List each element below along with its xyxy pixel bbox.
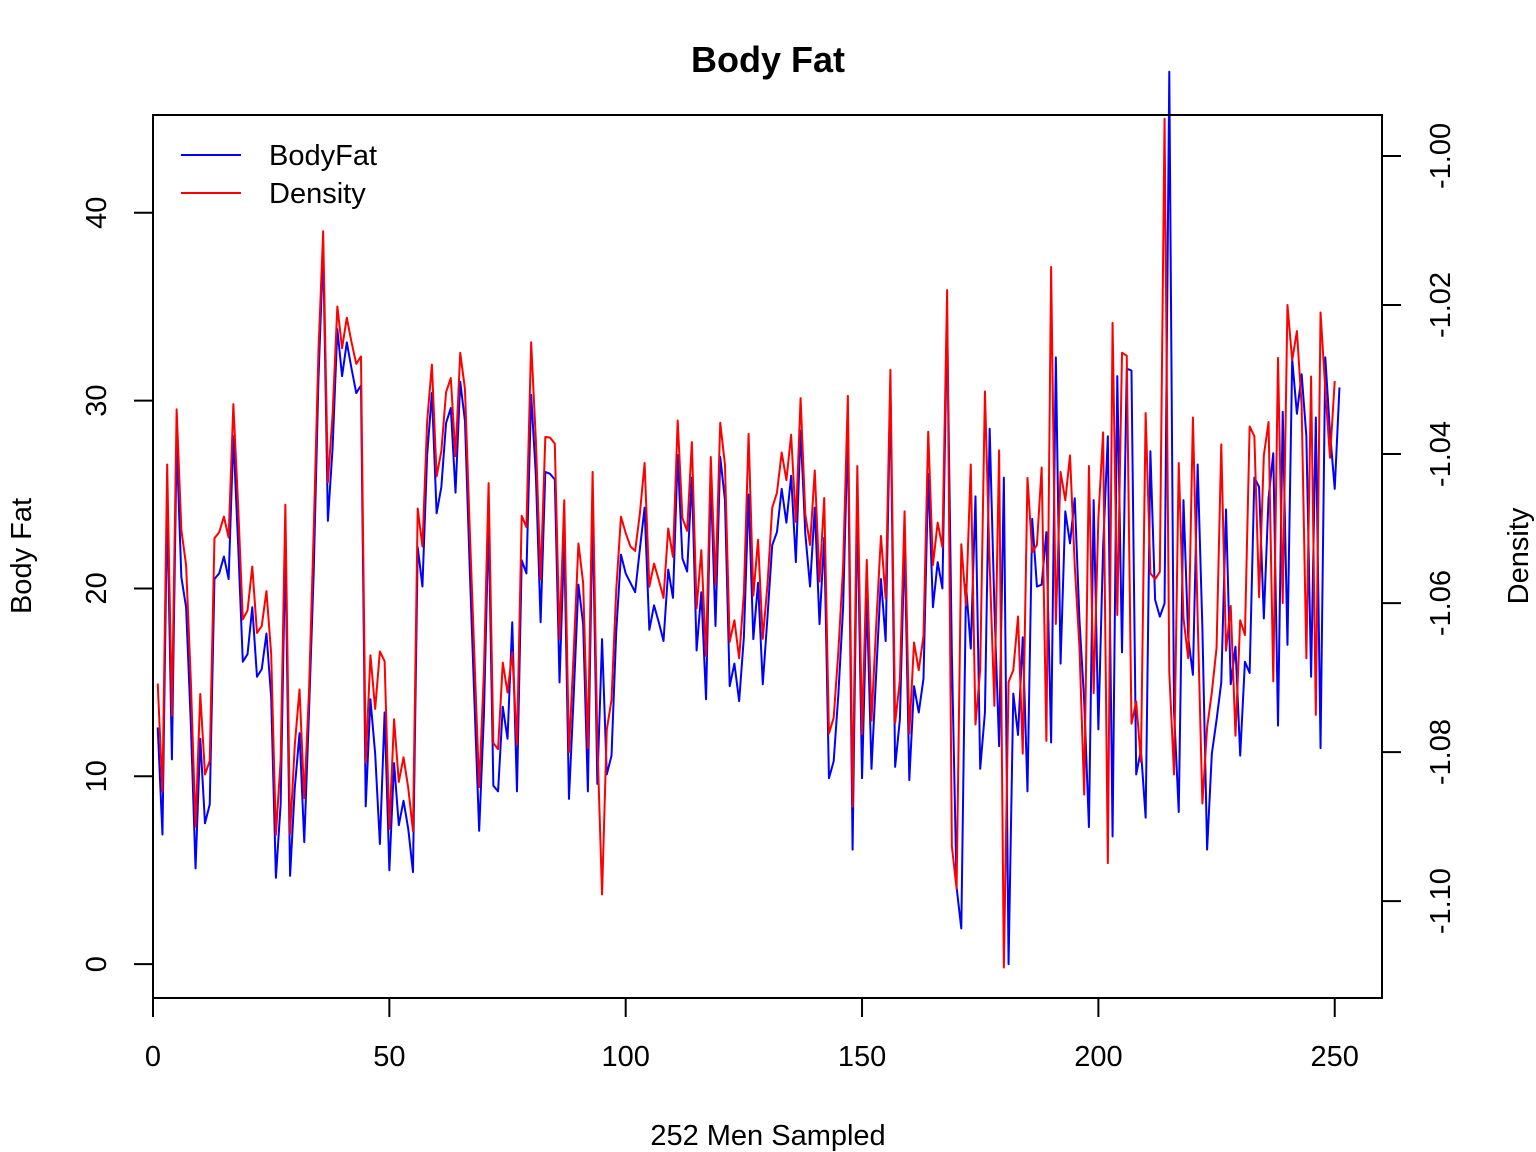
y-tick-label: 40 — [81, 197, 113, 229]
y-tick-label: 20 — [81, 572, 113, 604]
x-tick-label: 200 — [1074, 1041, 1122, 1073]
y2-axis-label: Density — [1503, 507, 1535, 604]
y-tick-label: 0 — [81, 956, 113, 972]
legend: BodyFat Density — [181, 140, 377, 210]
y2-tick-label: -1.00 — [1425, 123, 1457, 189]
x-tick-label: 250 — [1311, 1041, 1359, 1073]
y-tick-label: 10 — [81, 760, 113, 792]
x-tick-label: 50 — [373, 1041, 405, 1073]
series-line-bodyfat — [156, 70, 1341, 966]
y2-tick-label: -1.06 — [1425, 570, 1457, 636]
x-tick-label: 150 — [838, 1041, 886, 1073]
y-axis-label: Body Fat — [6, 498, 38, 614]
y2-tick-label: -1.04 — [1425, 421, 1457, 487]
x-axis-label: 252 Men Sampled — [650, 1120, 885, 1152]
y2-tick-label: -1.02 — [1425, 272, 1457, 338]
legend-label-bodyfat: BodyFat — [269, 140, 377, 172]
series-line-density — [156, 117, 1336, 969]
y2-tick-label: -1.10 — [1425, 868, 1457, 934]
plot-frame — [152, 114, 1383, 999]
x-tick-label: 0 — [145, 1041, 161, 1073]
y-tick-label: 30 — [81, 384, 113, 416]
y2-tick-label: -1.08 — [1425, 719, 1457, 785]
legend-label-density: Density — [269, 178, 366, 210]
chart-title: Body Fat — [691, 39, 845, 80]
x-tick-label: 100 — [601, 1041, 649, 1073]
plot-area — [156, 70, 1341, 969]
